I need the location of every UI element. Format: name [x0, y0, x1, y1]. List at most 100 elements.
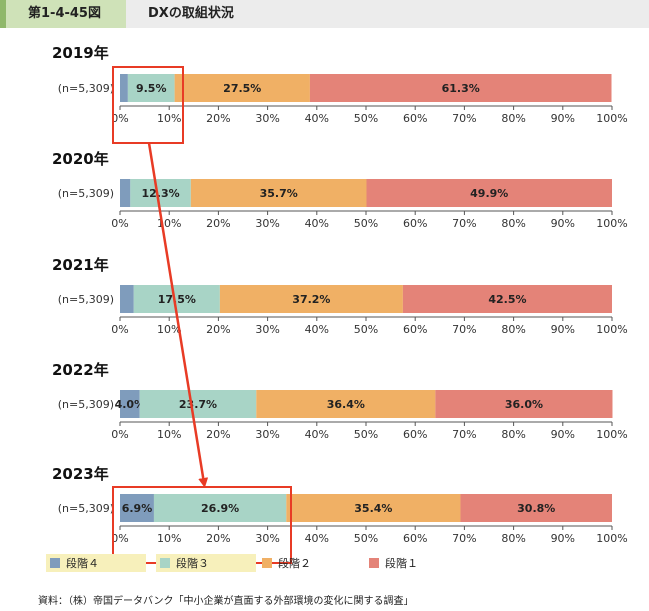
- bar-segment-段階1: [309, 74, 612, 102]
- legend-label: 段階４: [66, 556, 99, 570]
- bar-data-label: 4.0%: [115, 398, 146, 411]
- x-tick-label: 90%: [551, 428, 575, 441]
- panel-n-label: (n=5,309): [58, 187, 114, 200]
- bar-segment-段階1: [460, 494, 612, 522]
- x-tick-label: 10%: [157, 532, 181, 545]
- x-tick-label: 10%: [157, 428, 181, 441]
- bar-data-label: 35.7%: [260, 187, 298, 200]
- x-tick-label: 30%: [255, 428, 279, 441]
- x-tick-label: 40%: [305, 217, 329, 230]
- x-tick-label: 60%: [403, 428, 427, 441]
- x-tick-label: 30%: [255, 217, 279, 230]
- x-tick-label: 0%: [111, 217, 128, 230]
- x-tick-label: 90%: [551, 217, 575, 230]
- panel-year-label: 2021年: [52, 256, 109, 274]
- x-tick-label: 0%: [111, 112, 128, 125]
- x-tick-label: 50%: [354, 112, 378, 125]
- x-tick-label: 0%: [111, 428, 128, 441]
- panel-n-label: (n=5,309): [58, 502, 114, 515]
- x-tick-label: 30%: [255, 323, 279, 336]
- bar-data-label: 27.5%: [223, 82, 261, 95]
- x-tick-label: 40%: [305, 112, 329, 125]
- x-tick-label: 60%: [403, 323, 427, 336]
- x-tick-label: 20%: [206, 323, 230, 336]
- bar-segment-段階3: [127, 74, 175, 102]
- x-tick-label: 80%: [501, 112, 525, 125]
- legend-label: 段階２: [278, 556, 311, 570]
- bar-data-label: 35.4%: [354, 502, 392, 515]
- bar-segment-段階4: [120, 179, 131, 207]
- x-tick-label: 80%: [501, 428, 525, 441]
- panel-n-label: (n=5,309): [58, 293, 114, 306]
- x-tick-label: 100%: [596, 112, 627, 125]
- legend-label: 段階３: [176, 556, 209, 570]
- bar-segment-段階2: [286, 494, 461, 522]
- bar-data-label: 36.0%: [505, 398, 543, 411]
- bar-segment-段階2: [256, 390, 436, 418]
- panel-year-label: 2020年: [52, 150, 109, 168]
- x-tick-label: 100%: [596, 532, 627, 545]
- bar-segment-段階4: [120, 74, 128, 102]
- x-tick-label: 40%: [305, 323, 329, 336]
- bar-data-label: 36.4%: [327, 398, 365, 411]
- bar-segment-段階3: [153, 494, 287, 522]
- x-tick-label: 100%: [596, 323, 627, 336]
- x-tick-label: 10%: [157, 112, 181, 125]
- bar-data-label: 6.9%: [122, 502, 153, 515]
- panel-year-label: 2023年: [52, 465, 109, 483]
- x-tick-label: 10%: [157, 323, 181, 336]
- bar-segment-段階3: [130, 179, 191, 207]
- highlight-arrow: [147, 142, 209, 488]
- x-tick-label: 0%: [111, 532, 128, 545]
- x-tick-label: 70%: [452, 323, 476, 336]
- highlight-box: [112, 66, 184, 144]
- x-tick-label: 100%: [596, 428, 627, 441]
- legend-swatch: [262, 558, 272, 568]
- legend-label-highlight: [46, 554, 146, 572]
- x-tick-label: 40%: [305, 428, 329, 441]
- x-tick-label: 60%: [403, 532, 427, 545]
- figure-number: 第1-4-45図: [6, 0, 126, 28]
- panel-year-label: 2019年: [52, 44, 109, 62]
- x-tick-label: 60%: [403, 217, 427, 230]
- figure-title: DXの取組状況: [148, 6, 234, 21]
- x-tick-label: 50%: [354, 217, 378, 230]
- bar-data-label: 12.3%: [142, 187, 180, 200]
- x-tick-label: 30%: [255, 112, 279, 125]
- x-tick-label: 90%: [551, 323, 575, 336]
- bar-segment-段階4: [120, 285, 134, 313]
- legend-label: 段階１: [385, 556, 418, 570]
- bar-data-label: 49.9%: [470, 187, 508, 200]
- bar-data-label: 37.2%: [292, 293, 330, 306]
- figure-header: 第1-4-45図 DXの取組状況: [0, 0, 649, 28]
- bar-data-label: 30.8%: [517, 502, 555, 515]
- bar-segment-段階2: [190, 179, 367, 207]
- x-tick-label: 70%: [452, 217, 476, 230]
- bar-segment-段階2: [174, 74, 310, 102]
- x-tick-label: 80%: [501, 532, 525, 545]
- x-tick-label: 50%: [354, 323, 378, 336]
- bar-segment-段階1: [402, 285, 612, 313]
- legend-label-highlight: [156, 554, 256, 572]
- bar-segment-段階1: [366, 179, 612, 207]
- x-tick-label: 90%: [551, 532, 575, 545]
- bar-data-label: 42.5%: [488, 293, 526, 306]
- panel-n-label: (n=5,309): [58, 82, 114, 95]
- x-tick-label: 0%: [111, 323, 128, 336]
- panel-year-label: 2022年: [52, 361, 109, 379]
- x-tick-label: 70%: [452, 112, 476, 125]
- x-tick-label: 60%: [403, 112, 427, 125]
- bar-data-label: 9.5%: [136, 82, 167, 95]
- x-tick-label: 100%: [596, 217, 627, 230]
- source-note: 資料：（株）帝国データバンク「中小企業が直面する外部環境の変化に関する調査」: [38, 596, 414, 607]
- bar-segment-段階4: [120, 494, 154, 522]
- legend-swatch: [369, 558, 379, 568]
- x-tick-label: 70%: [452, 428, 476, 441]
- x-tick-label: 50%: [354, 532, 378, 545]
- x-tick-label: 20%: [206, 428, 230, 441]
- panel-n-label: (n=5,309): [58, 398, 114, 411]
- x-tick-label: 20%: [206, 532, 230, 545]
- x-tick-label: 30%: [255, 532, 279, 545]
- x-tick-label: 90%: [551, 112, 575, 125]
